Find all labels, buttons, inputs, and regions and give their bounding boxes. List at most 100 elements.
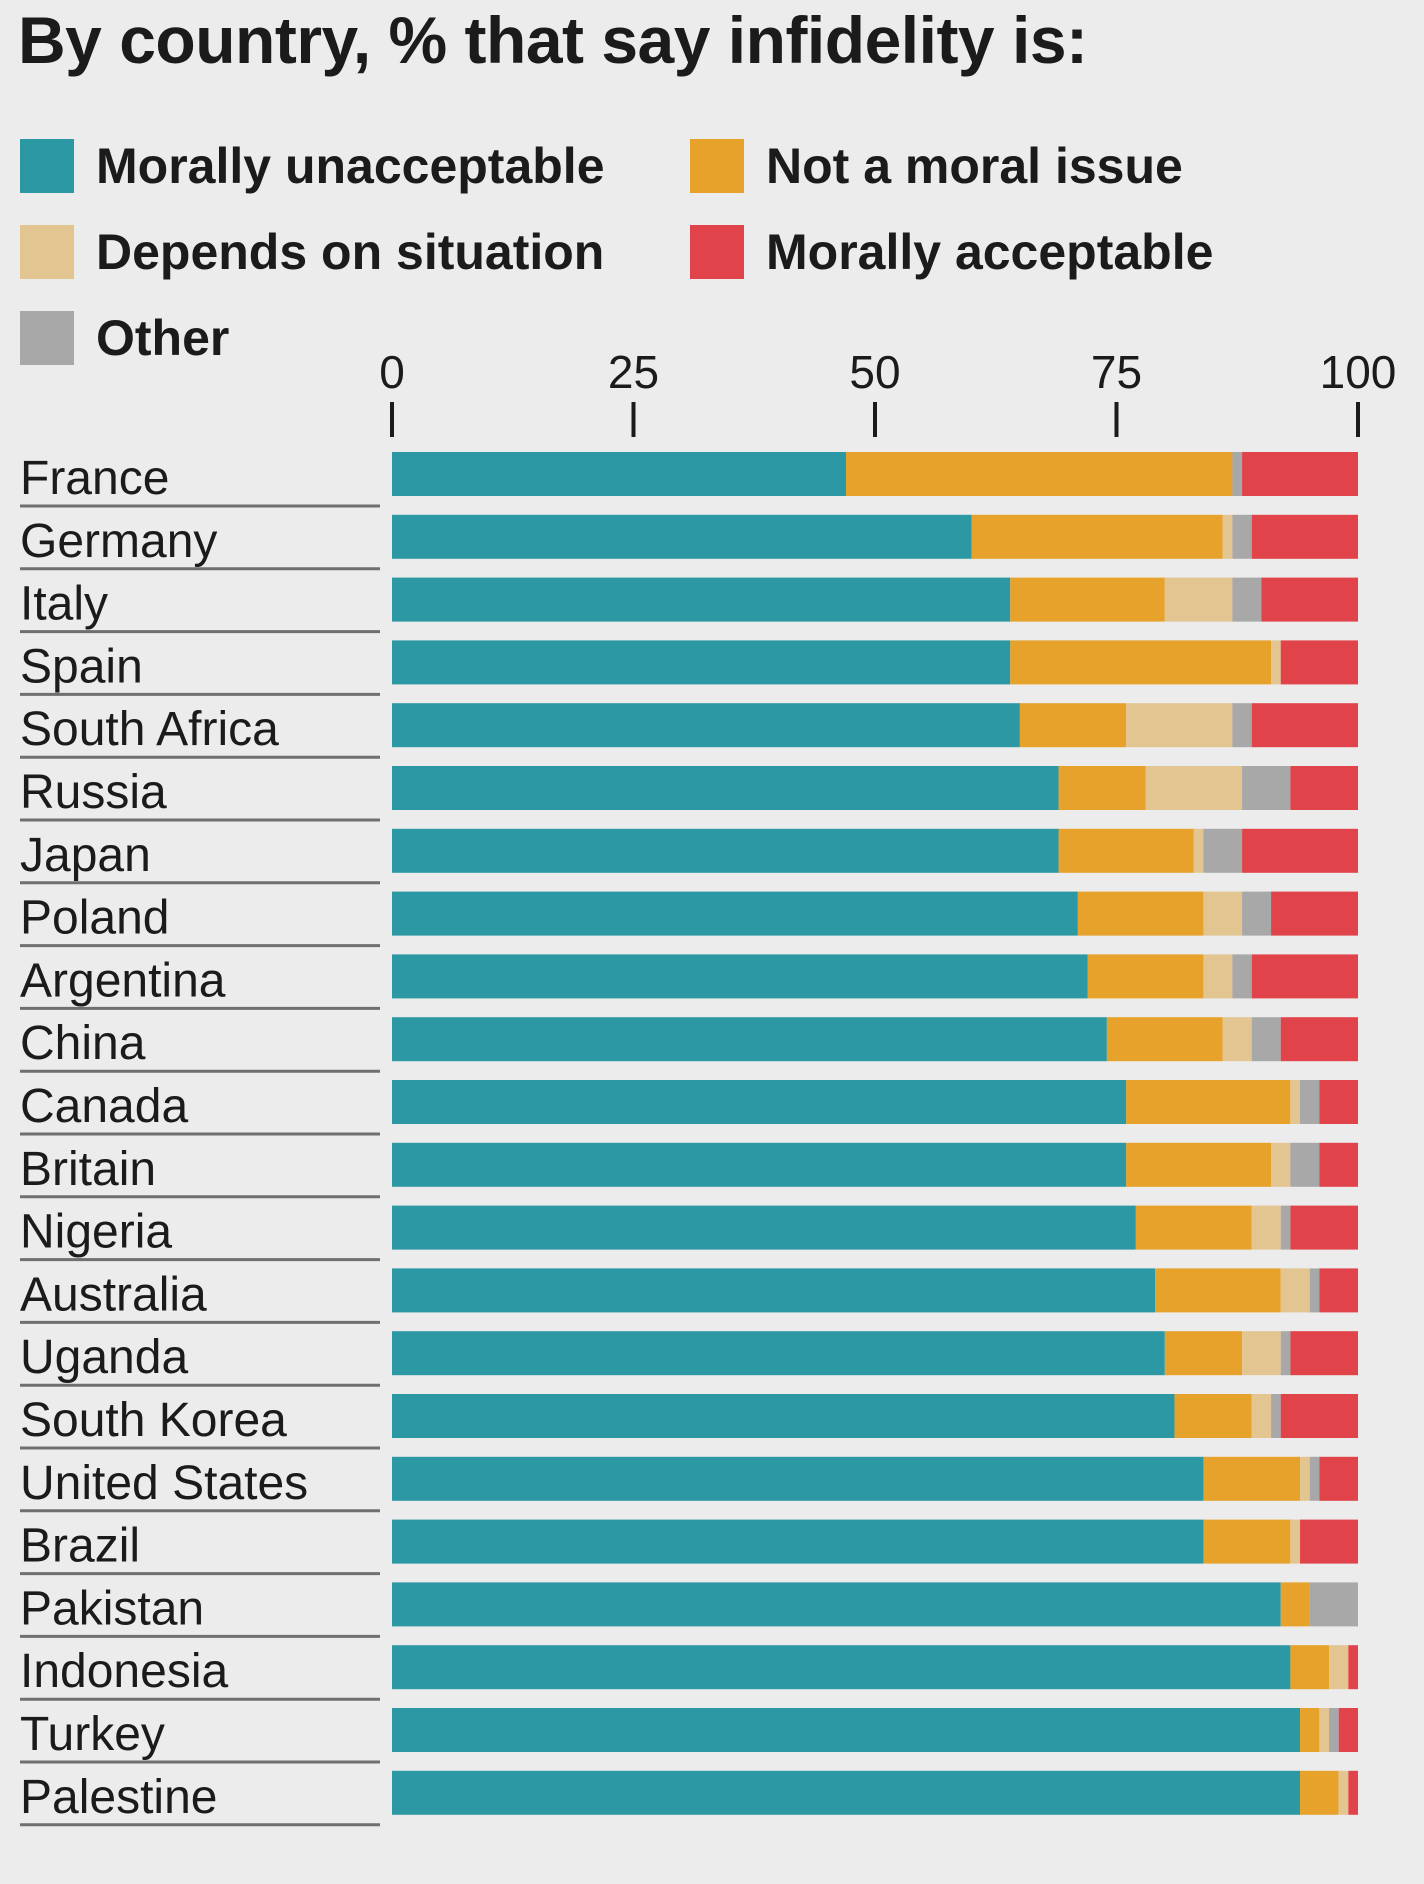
bar-segment — [1271, 640, 1281, 685]
bar-segment — [392, 640, 1011, 685]
bar-segment — [1338, 1770, 1349, 1815]
category-label: Brazil — [20, 1520, 140, 1573]
bar-segment — [392, 1394, 1175, 1438]
bar-segment — [1222, 514, 1233, 559]
legend-label-morally-acceptable: Morally acceptable — [766, 224, 1214, 280]
legend-item-other: Other — [20, 310, 229, 366]
bar-segment — [1203, 828, 1243, 873]
bar-segment — [1271, 1142, 1291, 1187]
legend-label-not-a-moral-issue: Not a moral issue — [766, 138, 1183, 194]
bar-segment — [1203, 1456, 1301, 1501]
bar-segment — [1280, 1582, 1310, 1627]
bar-segment — [392, 1331, 1165, 1376]
bar-segment — [1058, 766, 1146, 810]
bar-segment — [1242, 891, 1272, 936]
bar-segment — [1319, 1142, 1358, 1187]
bar-segment — [1348, 1770, 1358, 1815]
category-label: Argentina — [20, 954, 226, 1007]
category-label: United States — [20, 1457, 308, 1510]
bar-segment — [392, 1080, 1127, 1124]
bar-segment — [1319, 1080, 1358, 1124]
bar-segment — [1290, 1519, 1301, 1564]
bar-segment — [1087, 954, 1204, 999]
bar-segment — [1329, 1645, 1349, 1690]
bar-segment — [971, 514, 1223, 559]
category-label: Poland — [20, 892, 169, 945]
x-tick-label: 50 — [849, 346, 900, 398]
legend-item-not-a-moral-issue: Not a moral issue — [690, 138, 1183, 194]
bar-segment — [1300, 1456, 1310, 1501]
bar-segment — [1193, 828, 1204, 873]
x-tick-label: 0 — [379, 346, 405, 398]
category-label: Uganda — [20, 1331, 188, 1384]
bar-segment — [1058, 828, 1194, 873]
bar-segment — [1106, 1017, 1223, 1062]
category-label: Germany — [20, 515, 217, 568]
bar-segment — [1290, 1080, 1301, 1124]
bar-segment — [1300, 1770, 1339, 1815]
category-label: Canada — [20, 1080, 188, 1133]
category-label: Pakistan — [20, 1582, 204, 1635]
category-label: Indonesia — [20, 1645, 228, 1698]
bar-segment — [1232, 514, 1252, 559]
bar-segment — [392, 1142, 1127, 1187]
bar-segment — [392, 1017, 1107, 1062]
bar-segment — [1135, 1205, 1252, 1250]
category-label: France — [20, 452, 169, 505]
x-tick-label: 100 — [1320, 346, 1397, 398]
bar-segment — [392, 452, 847, 496]
bar-segment — [1309, 1582, 1358, 1627]
bar-segment — [1145, 766, 1243, 810]
bar-segment — [392, 577, 1011, 622]
bar-segment — [1242, 452, 1358, 496]
bar-segment — [1077, 891, 1204, 936]
legend-label-depends-on-situation: Depends on situation — [96, 224, 605, 280]
bar-segment — [1319, 1456, 1358, 1501]
bar-segment — [392, 891, 1078, 936]
bar-segment — [1300, 1080, 1320, 1124]
bar-segment — [1232, 703, 1252, 748]
bar-segment — [1251, 1205, 1281, 1250]
bar-segment — [392, 828, 1059, 873]
bar-segment — [1329, 1708, 1339, 1752]
legend-swatch-other — [20, 311, 74, 365]
bar-segment — [1271, 891, 1358, 936]
category-label: Turkey — [20, 1708, 165, 1761]
bar-segment — [1242, 828, 1358, 873]
bar-segment — [1010, 577, 1165, 622]
bar-segment — [1155, 1268, 1281, 1313]
legend-label-morally-unacceptable: Morally unacceptable — [96, 138, 605, 194]
bar-segment — [1251, 514, 1358, 559]
bar-segment — [1232, 577, 1262, 622]
legend-swatch-not-a-moral-issue — [690, 139, 744, 193]
bar-segment — [392, 954, 1088, 999]
bar-segment — [1280, 640, 1358, 685]
bar-segment — [392, 703, 1020, 748]
bar-segment — [1126, 1142, 1272, 1187]
bar-segment — [1251, 954, 1358, 999]
bar-segment — [392, 1456, 1204, 1501]
bar-segment — [1164, 577, 1233, 622]
bar-segment — [392, 1205, 1136, 1250]
bar-segment — [1251, 1017, 1281, 1062]
legend-label-other: Other — [96, 310, 230, 366]
bar-segment — [1232, 954, 1252, 999]
bar-segment — [1232, 452, 1243, 496]
bar-segment — [1251, 1394, 1272, 1438]
legend-swatch-morally-acceptable — [690, 225, 744, 279]
bar-segment — [392, 1708, 1301, 1752]
bar-segment — [1280, 1205, 1291, 1250]
category-label: Russia — [20, 766, 167, 819]
bar-segment — [1348, 1645, 1358, 1690]
bar-segment — [1261, 577, 1358, 622]
bar-segment — [1300, 1519, 1358, 1564]
legend-swatch-depends-on-situation — [20, 225, 74, 279]
bar-segment — [1300, 1708, 1320, 1752]
bar-segment — [1309, 1268, 1320, 1313]
category-label: Japan — [20, 829, 151, 882]
bar-segment — [392, 1519, 1204, 1564]
bar-segment — [1309, 1456, 1320, 1501]
bar-segment — [1126, 703, 1233, 748]
category-label: South Africa — [20, 703, 279, 756]
